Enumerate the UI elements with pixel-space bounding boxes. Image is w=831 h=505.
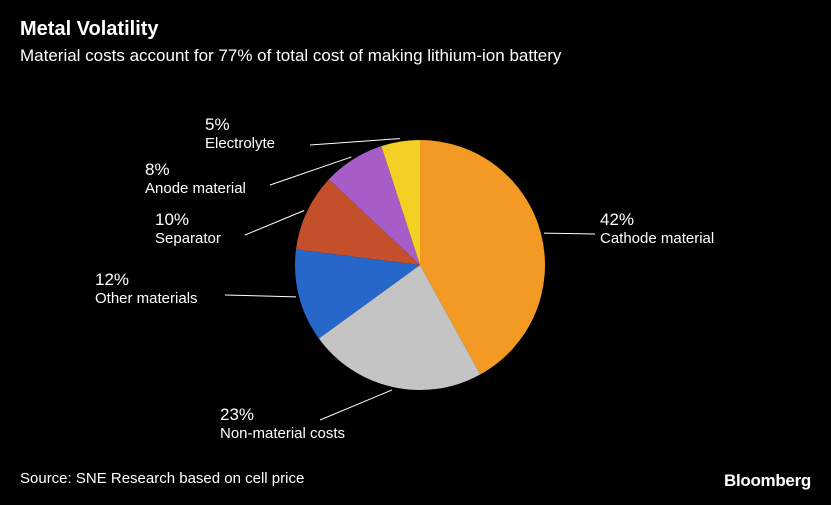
slice-percent: 10% (155, 210, 221, 230)
source-text: Source: SNE Research based on cell price (20, 470, 304, 487)
slice-name: Electrolyte (205, 135, 275, 153)
leader-line (245, 211, 304, 235)
slice-percent: 12% (95, 270, 198, 290)
slice-name: Cathode material (600, 230, 714, 248)
slice-name: Other materials (95, 290, 198, 308)
leader-line (310, 139, 400, 145)
slice-label: 42%Cathode material (600, 210, 714, 248)
slice-label: 5%Electrolyte (205, 115, 275, 153)
slice-label: 12%Other materials (95, 270, 198, 308)
pie-svg (0, 70, 831, 440)
pie-chart: 42%Cathode material 23%Non-material costs… (0, 70, 831, 440)
chart-container: Metal Volatility Material costs account … (0, 0, 831, 505)
brand-text: Bloomberg (724, 471, 811, 491)
slice-percent: 42% (600, 210, 714, 230)
slice-name: Separator (155, 230, 221, 248)
slice-percent: 8% (145, 160, 246, 180)
chart-subtitle: Material costs account for 77% of total … (20, 46, 561, 66)
slice-label: 10%Separator (155, 210, 221, 248)
slice-name: Non-material costs (220, 425, 345, 443)
chart-title: Metal Volatility (20, 18, 159, 41)
slice-label: 8%Anode material (145, 160, 246, 198)
leader-line (225, 295, 296, 297)
slice-label: 23%Non-material costs (220, 405, 345, 443)
slice-percent: 23% (220, 405, 345, 425)
slice-percent: 5% (205, 115, 275, 135)
slice-name: Anode material (145, 180, 246, 198)
leader-line (544, 233, 595, 234)
